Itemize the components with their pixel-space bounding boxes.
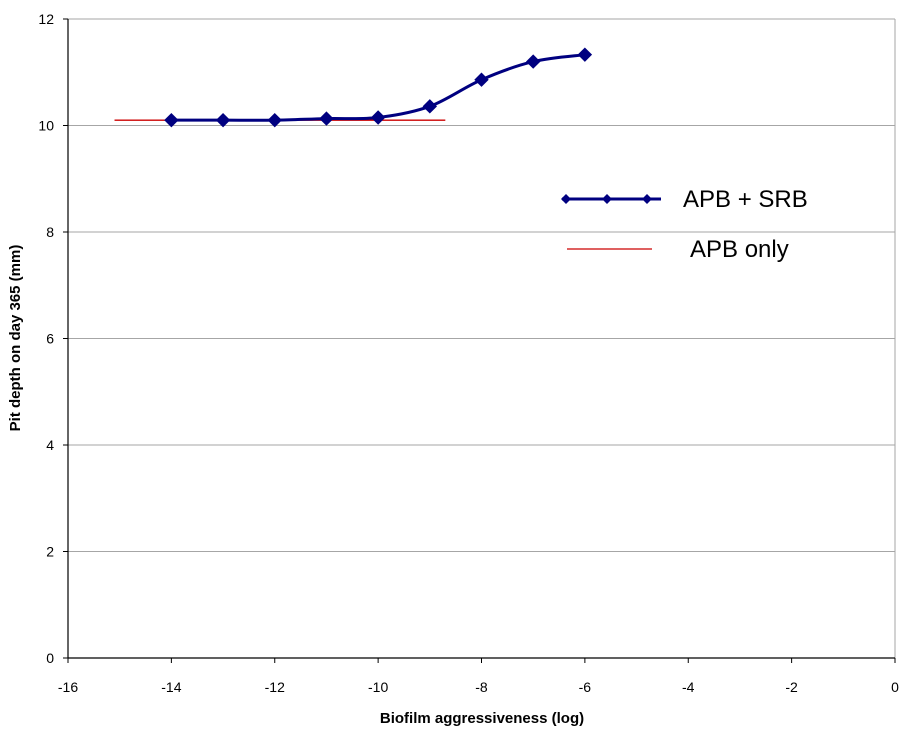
gridlines [68,18,896,658]
data-point-apb-srb [474,72,489,87]
legend: APB + SRB APB only [561,186,808,263]
x-tick-label: 0 [891,679,899,695]
legend-marker-apb-srb [642,194,652,204]
x-tick-label: -14 [161,679,181,695]
x-tick-label: -2 [785,679,798,695]
data-point-apb-srb [267,112,282,128]
axes [63,18,896,663]
data-point-apb-srb [319,111,334,126]
x-tick-label: -12 [265,679,285,695]
x-tick-label: -16 [58,679,78,695]
data-point-apb-srb [577,47,593,62]
y-tick-label: 10 [38,118,54,134]
data-point-apb-srb [525,54,541,69]
data-point-apb-srb [215,112,231,128]
legend-label-apb-srb: APB + SRB [683,186,808,213]
tick-labels: 0 2 4 6 8 10 12 -16 -14 -12 -10 -8 -6 -4 -2 0 [38,11,899,695]
data-point-apb-srb [370,110,386,125]
data-point-apb-srb [164,112,179,128]
y-tick-label: 0 [46,650,54,666]
y-tick-label: 4 [46,437,54,453]
series [114,47,593,128]
legend-label-apb-only: APB only [690,236,789,263]
x-tick-label: -6 [579,679,592,695]
y-tick-label: 8 [46,224,54,240]
y-tick-label: 12 [38,11,54,27]
y-tick-label: 2 [46,544,54,560]
x-tick-label: -4 [682,679,695,695]
legend-marker-apb-srb [602,194,612,204]
legend-marker-apb-srb [561,194,571,204]
x-axis-title: Biofilm aggressiveness (log) [380,710,584,727]
data-point-apb-srb [422,99,438,114]
y-axis-title: Pit depth on day 365 (mm) [7,245,24,432]
y-tick-label: 6 [46,331,54,347]
x-tick-label: -8 [475,679,488,695]
x-tick-label: -10 [368,679,388,695]
